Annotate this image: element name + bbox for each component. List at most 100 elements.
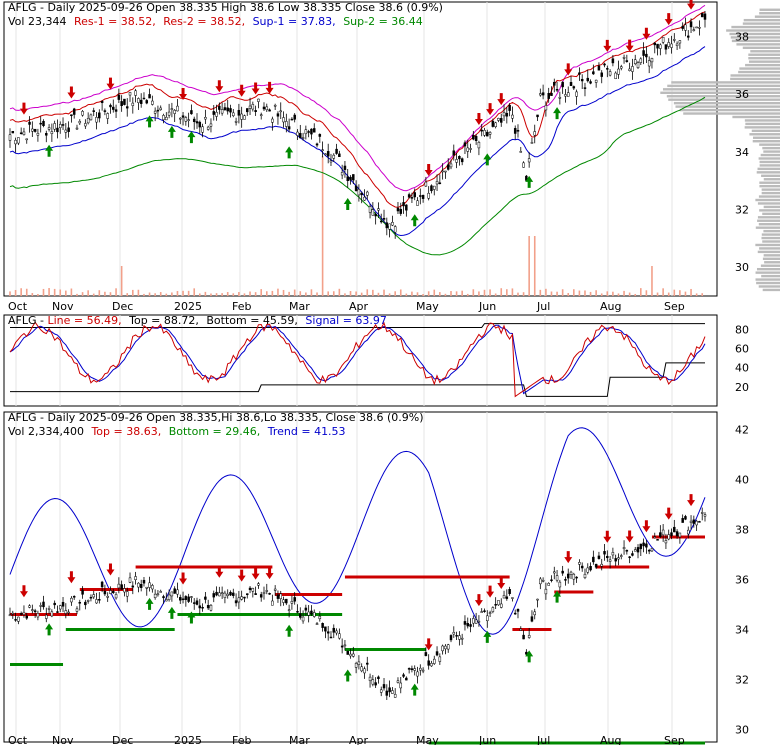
candle-body <box>204 117 207 120</box>
volume-bar <box>120 266 123 296</box>
candle-body <box>530 142 534 144</box>
candle-body <box>19 613 23 615</box>
volume-profile-bar <box>758 223 780 226</box>
candle-body <box>600 72 603 77</box>
candle-body <box>499 118 503 123</box>
volume-bar <box>198 293 201 296</box>
volume-profile-bar <box>756 267 780 271</box>
candle-body <box>642 50 645 56</box>
candle-body <box>321 149 324 151</box>
volume-bar <box>37 293 39 296</box>
candle-body <box>547 583 550 586</box>
candle-body <box>201 126 204 133</box>
candle-body <box>58 605 62 610</box>
candle-body <box>123 98 126 105</box>
candle-body <box>131 102 135 106</box>
candle-body <box>176 105 179 112</box>
candle-body <box>67 611 70 614</box>
candle-body <box>474 135 478 141</box>
candle-body <box>315 143 319 146</box>
candle-body <box>243 115 246 120</box>
candle-body <box>586 77 590 82</box>
candle-body <box>262 592 266 594</box>
candle-body <box>452 632 456 635</box>
y-tick-label: 60 <box>735 343 749 356</box>
candle-body <box>374 682 377 686</box>
volume-profile-bar <box>671 81 780 84</box>
volume-bar <box>20 288 22 296</box>
volume-profile-bar <box>755 271 780 274</box>
candle-body <box>58 124 62 128</box>
volume-bar <box>539 289 542 296</box>
candle-body <box>410 197 414 199</box>
candle-body <box>466 623 470 627</box>
candle-body <box>31 128 34 132</box>
volume-profile-bar <box>763 205 780 209</box>
candle-body <box>438 656 442 662</box>
candle-body <box>134 90 137 96</box>
candle-body <box>393 694 397 698</box>
volume-profile-bar <box>763 150 780 153</box>
sell-arrow <box>19 102 28 115</box>
candle-body <box>594 563 598 568</box>
candle-body <box>410 668 414 671</box>
sell-arrow <box>251 567 260 580</box>
candle-body <box>218 105 221 110</box>
volume-profile-bar <box>730 74 780 77</box>
buy-arrow <box>483 630 492 643</box>
volume-bar <box>148 292 151 296</box>
volume-profile-bar <box>761 174 780 177</box>
volume-profile-bar <box>759 12 780 15</box>
candle-body <box>50 611 54 617</box>
volume-profile-bar <box>759 143 780 146</box>
volume-bar <box>494 293 497 296</box>
x-tick-label: Feb <box>232 734 251 745</box>
sell-arrow <box>625 39 634 52</box>
candle-body <box>608 559 612 562</box>
volume-bar <box>59 289 62 296</box>
volume-bar <box>321 156 324 296</box>
volume-bar <box>673 289 676 296</box>
volume-profile-bar <box>761 188 780 191</box>
candle-body <box>636 547 640 553</box>
candle-body <box>310 128 313 135</box>
candle-body <box>39 122 42 125</box>
x-tick-label: Apr <box>349 734 369 745</box>
sell-arrow <box>642 27 651 40</box>
candle-body <box>611 58 615 64</box>
candle-body <box>673 39 676 41</box>
volume-bar <box>561 289 564 296</box>
candle-body <box>218 592 221 597</box>
candle-body <box>379 689 383 693</box>
candle-body <box>33 128 37 132</box>
candle-body <box>564 579 567 581</box>
candle-body <box>234 121 238 123</box>
candle-body <box>276 113 280 117</box>
volume-bar <box>433 289 436 296</box>
candle-body <box>650 548 654 552</box>
candle-body <box>36 613 40 618</box>
candle-body <box>558 581 562 588</box>
x-tick-label: Dec <box>112 300 133 313</box>
volume-profile-bar <box>745 63 780 67</box>
volume-profile-bar <box>739 67 780 70</box>
candle-body <box>555 89 559 91</box>
candle-body <box>42 601 45 608</box>
candle-body <box>265 106 269 111</box>
volume-bar <box>360 292 363 296</box>
price-panel-legend: Vol 23,344 Res-1 = 38.52, Res-2 = 38.52,… <box>8 15 423 28</box>
volume-profile-bar <box>667 84 780 88</box>
candle-body <box>446 644 450 650</box>
sell-arrow <box>237 84 246 97</box>
volume-bar <box>277 288 279 296</box>
candle-body <box>416 200 419 206</box>
volume-bar <box>511 288 514 296</box>
volume-bar <box>517 292 519 296</box>
candle-body <box>393 226 397 233</box>
candle-body <box>282 117 285 123</box>
volume-bar <box>115 288 117 296</box>
volume-bar <box>31 292 34 296</box>
volume-profile-bar <box>755 278 780 281</box>
candle-body <box>516 608 520 612</box>
candle-body <box>670 532 673 537</box>
